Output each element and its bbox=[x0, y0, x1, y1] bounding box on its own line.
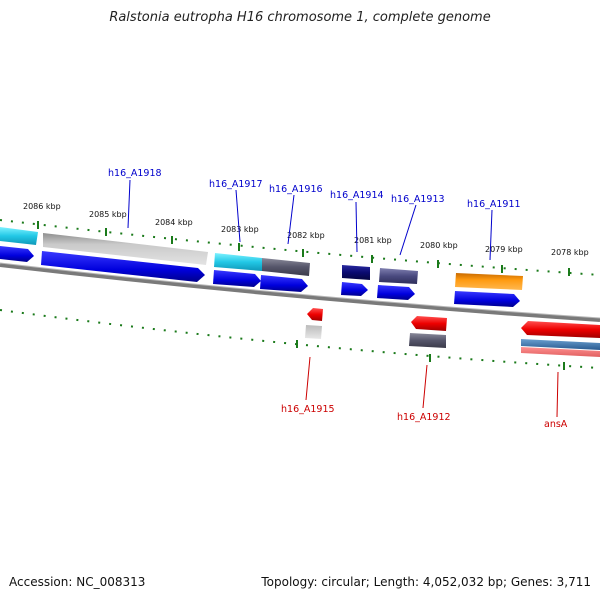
reverse-feature-ansA-a[interactable] bbox=[521, 339, 600, 350]
outer-tick-ring bbox=[0, 219, 600, 276]
forward-feature-h16_A1917[interactable] bbox=[214, 253, 262, 271]
map-title: Ralstonia eutropha H16 chromosome 1, com… bbox=[109, 10, 491, 25]
cds-arrow-h16_A1918[interactable] bbox=[41, 251, 205, 282]
gene-label-h16_A1913[interactable]: h16_A1913 bbox=[391, 194, 445, 205]
cds-arrow-h16_A1914[interactable] bbox=[341, 282, 368, 296]
chromosome-backbone bbox=[0, 263, 600, 322]
cds-arrow-h16_A1911[interactable] bbox=[454, 291, 520, 307]
reverse-arrow-ansA[interactable] bbox=[521, 321, 600, 338]
gene-label-h16_A1916[interactable]: h16_A1916 bbox=[269, 184, 323, 195]
kbp-label-2078: 2078 kbp bbox=[551, 248, 589, 257]
gene-label-h16_A1911[interactable]: h16_A1911 bbox=[467, 199, 521, 210]
gene-label-h16_A1918[interactable]: h16_A1918 bbox=[108, 168, 162, 179]
major-ticks bbox=[37, 221, 570, 370]
reverse-feature-h16_A1912[interactable] bbox=[409, 333, 446, 348]
gene-label-h16_A1914[interactable]: h16_A1914 bbox=[330, 190, 384, 201]
forward-feature-h16_A1913[interactable] bbox=[379, 268, 418, 284]
kbp-label-2080: 2080 kbp bbox=[420, 241, 458, 250]
kbp-label-2081: 2081 kbp bbox=[354, 236, 392, 245]
gene-label-h16_A1917[interactable]: h16_A1917 bbox=[209, 179, 263, 190]
cds-arrow-left[interactable] bbox=[0, 246, 34, 262]
forward-feature-h16_A1916[interactable] bbox=[262, 258, 310, 276]
forward-feature-cyan-left[interactable] bbox=[0, 227, 38, 245]
summary-text: Topology: circular; Length: 4,052,032 bp… bbox=[261, 575, 591, 589]
reverse-feature-h16_A1915[interactable] bbox=[305, 325, 322, 339]
accession-text: Accession: NC_008313 bbox=[9, 575, 146, 589]
kbp-label-2083: 2083 kbp bbox=[221, 225, 259, 234]
gene-label-ansA[interactable]: ansA bbox=[544, 419, 568, 430]
cds-arrow-h16_A1917[interactable] bbox=[213, 270, 261, 287]
forward-cds-row bbox=[0, 246, 520, 307]
backbone-highlight bbox=[0, 262, 600, 319]
leader-lines bbox=[127, 179, 559, 418]
kbp-label-2085: 2085 kbp bbox=[89, 210, 127, 219]
forward-feature-row bbox=[0, 227, 523, 290]
kbp-label-2086: 2086 kbp bbox=[23, 202, 61, 211]
forward-feature-h16_A1914[interactable] bbox=[342, 265, 370, 280]
inner-tick-ring bbox=[0, 309, 600, 369]
kbp-label-2082: 2082 kbp bbox=[287, 231, 325, 240]
reverse-arrow-h16_A1915[interactable] bbox=[307, 308, 323, 321]
reverse-feature-row bbox=[305, 308, 600, 357]
cds-arrow-h16_A1913[interactable] bbox=[377, 285, 415, 300]
reverse-feature-ansA-b[interactable] bbox=[521, 347, 600, 357]
forward-feature-h16_A1911[interactable] bbox=[455, 273, 523, 290]
kbp-label-2079: 2079 kbp bbox=[485, 245, 523, 254]
cds-arrow-h16_A1916[interactable] bbox=[260, 275, 308, 292]
forward-feature-h16_A1918[interactable] bbox=[43, 233, 208, 265]
gene-label-h16_A1915[interactable]: h16_A1915 bbox=[281, 404, 335, 415]
reverse-arrow-h16_A1912[interactable] bbox=[411, 316, 447, 331]
gene-label-h16_A1912[interactable]: h16_A1912 bbox=[397, 412, 451, 423]
kbp-label-2084: 2084 kbp bbox=[155, 218, 193, 227]
